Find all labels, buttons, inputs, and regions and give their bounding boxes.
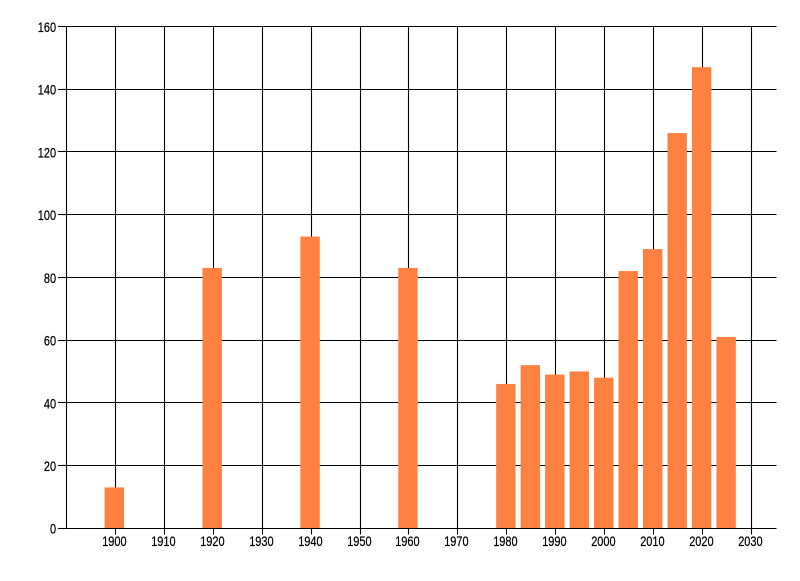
svg-text:140: 140	[38, 82, 57, 98]
svg-text:2000: 2000	[591, 533, 616, 549]
svg-text:2030: 2030	[738, 533, 763, 549]
svg-text:1950: 1950	[347, 533, 372, 549]
svg-text:1980: 1980	[493, 533, 518, 549]
svg-text:160: 160	[38, 19, 57, 35]
svg-text:1910: 1910	[151, 533, 176, 549]
svg-text:2010: 2010	[640, 533, 665, 549]
svg-text:1920: 1920	[200, 533, 225, 549]
svg-text:20: 20	[44, 458, 56, 474]
svg-text:1900: 1900	[102, 533, 127, 549]
svg-text:40: 40	[44, 395, 56, 411]
svg-text:1960: 1960	[395, 533, 420, 549]
svg-text:120: 120	[38, 144, 57, 160]
svg-text:1990: 1990	[542, 533, 567, 549]
svg-text:100: 100	[38, 207, 57, 223]
svg-text:2020: 2020	[689, 533, 714, 549]
svg-text:1930: 1930	[249, 533, 274, 549]
svg-text:1940: 1940	[298, 533, 323, 549]
svg-text:80: 80	[44, 270, 56, 286]
svg-text:1970: 1970	[444, 533, 469, 549]
svg-text:0: 0	[50, 521, 56, 537]
svg-text:60: 60	[44, 333, 56, 349]
